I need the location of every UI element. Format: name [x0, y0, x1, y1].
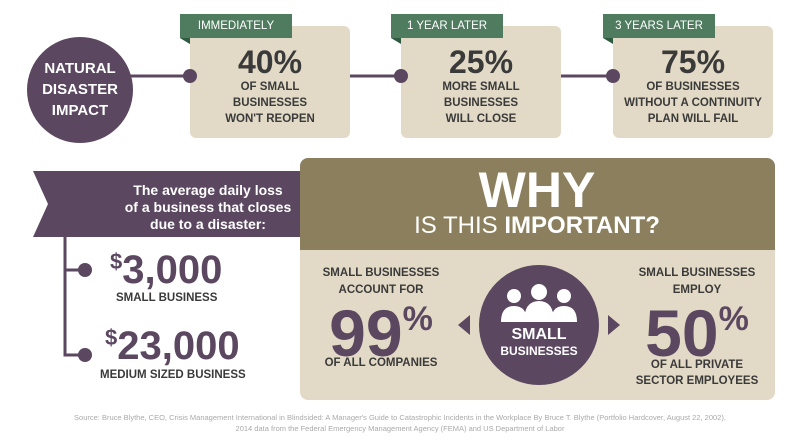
left-intro: SMALL BUSINESSES ACCOUNT FOR [323, 265, 440, 299]
title-line: NATURAL [44, 60, 116, 77]
number: 50 [645, 296, 719, 370]
stat-text: MORE SMALL [442, 81, 520, 93]
left-text: OF ALL COMPANIES [324, 357, 438, 369]
stat-tag: 1 YEAR LATER [406, 20, 488, 32]
stat-tag: 3 YEARS LATER [615, 20, 703, 32]
stat-text: BUSINESSES [443, 97, 519, 109]
amount: 23,000 [117, 324, 240, 368]
loss-label: MEDIUM SIZED BUSINESS [100, 369, 246, 381]
unit: % [402, 300, 433, 338]
stat-text: BUSINESSES [232, 97, 308, 109]
stat-boxes [180, 14, 773, 138]
right-intro: SMALL BUSINESSES EMPLOY [639, 265, 756, 299]
stat-text: OF BUSINESSES [646, 81, 740, 93]
center-line: BUSINESSES [500, 344, 578, 358]
right-text: OF ALL PRIVATE SECTOR EMPLOYEES [636, 357, 758, 389]
stat-text: WITHOUT A CONTINUITY [624, 97, 762, 109]
sub-bold: IMPORTANT? [504, 212, 660, 239]
loss-label: SMALL BUSINESS [116, 292, 218, 304]
unit: % [718, 300, 749, 338]
why-sub: IS THIS IMPORTANT? [414, 214, 660, 238]
loss-intro: The average daily loss of a business tha… [125, 182, 292, 233]
title-line: IMPACT [51, 102, 109, 119]
center-label: SMALL BUSINESSES [500, 327, 577, 359]
loss-amount: $23,000 [105, 326, 240, 366]
left-number: 99% [329, 300, 433, 366]
intro-line: SMALL BUSINESSES [322, 267, 440, 279]
intro-line: EMPLOY [672, 284, 722, 296]
stat-value: 75% [660, 44, 726, 80]
impact-circle [27, 37, 133, 143]
number: 99 [329, 296, 403, 370]
amount: 3,000 [122, 248, 223, 292]
stat-value: 25% [448, 44, 514, 80]
intro-line: ACCOUNT FOR [338, 284, 424, 296]
title-line: DISASTER [42, 81, 118, 98]
intro-line: of a business that closes [124, 199, 292, 215]
stat-text: PLAN WILL FAIL [647, 113, 739, 125]
intro-line: due to a disaster: [150, 216, 266, 232]
sub-plain: IS THIS [414, 212, 498, 239]
intro-line: The average daily loss [133, 182, 283, 198]
intro-line: SMALL BUSINESSES [638, 267, 756, 279]
loss-amount: $3,000 [110, 250, 222, 290]
stat-tag: IMMEDIATELY [197, 20, 275, 32]
why-panel [300, 158, 775, 400]
right-number: 50% [645, 300, 749, 366]
impact-title: NATURAL DISASTER IMPACT [42, 58, 118, 121]
stat-text: WILL CLOSE [445, 113, 517, 125]
currency: $ [110, 249, 123, 274]
text-line: OF ALL PRIVATE [650, 359, 744, 371]
stat-text: OF SMALL [240, 81, 300, 93]
source-line: Source: Bruce Blythe, CEO, Crisis Manage… [74, 413, 726, 422]
text-line: SECTOR EMPLOYEES [635, 375, 759, 387]
stat-text: WON'T REOPEN [225, 113, 315, 125]
center-line: SMALL [511, 326, 567, 343]
currency: $ [105, 325, 118, 350]
source: Source: Bruce Blythe, CEO, Crisis Manage… [74, 412, 726, 434]
source-line: 2014 data from the Federal Emergency Man… [235, 424, 565, 433]
why-heading: WHY [478, 162, 596, 218]
stat-value: 40% [237, 44, 303, 80]
